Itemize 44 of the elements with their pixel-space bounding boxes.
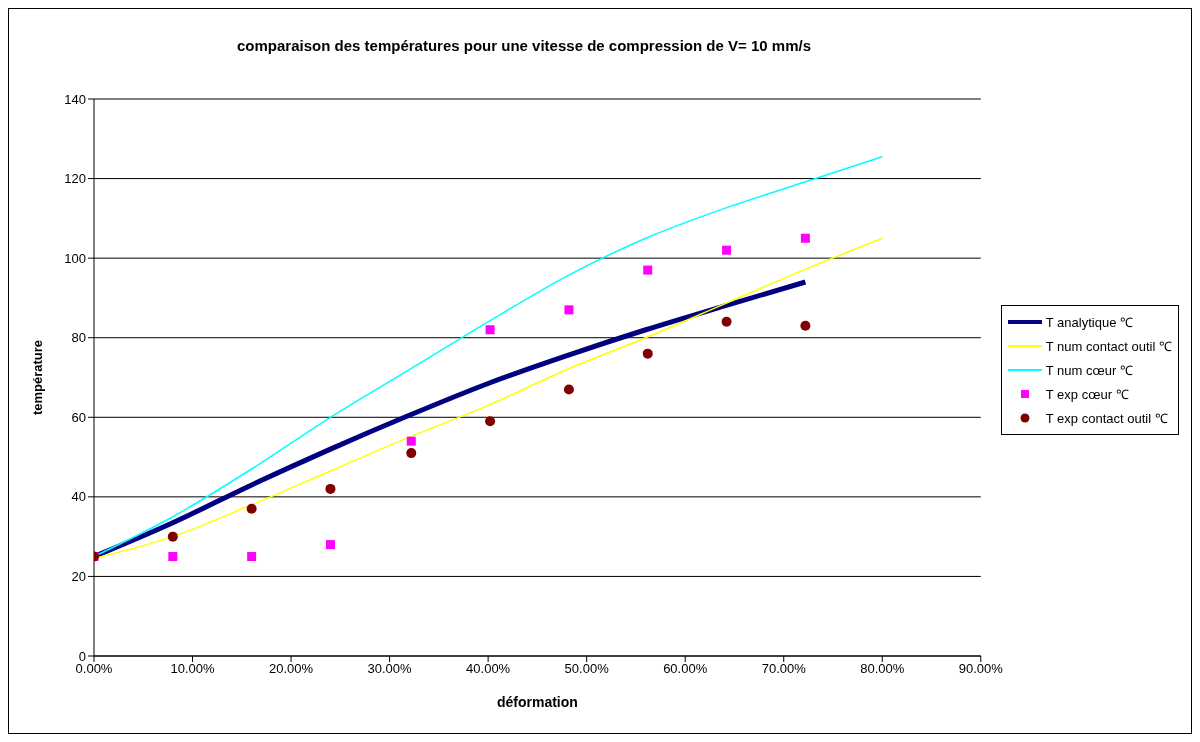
x-tick-label: 50.00% (564, 661, 610, 677)
legend-label: T exp contact outil ℃ (1045, 410, 1168, 427)
point (800, 233, 810, 243)
point (325, 483, 336, 494)
point (563, 384, 574, 395)
legend-label: T exp cœur ℃ (1045, 386, 1129, 403)
legend-label: T num contact outil ℃ (1045, 338, 1172, 355)
x-tick-label: 30.00% (367, 661, 413, 677)
point (485, 416, 496, 427)
y-tick-label: 80 (71, 330, 86, 346)
x-tick-label: 0.00% (75, 661, 113, 677)
y-tick-label: 120 (64, 171, 86, 187)
x-tick-label: 60.00% (663, 661, 708, 677)
legend-label: T num cœur ℃ (1045, 362, 1133, 379)
point (325, 540, 335, 550)
x-tick-label: 10.00% (170, 661, 216, 677)
point (406, 436, 416, 446)
point (246, 503, 257, 514)
point (564, 305, 574, 315)
point (643, 265, 653, 275)
point (800, 320, 811, 331)
y-tick-label: 40 (71, 489, 86, 505)
x-tick-label: 90.00% (958, 661, 1004, 677)
chart-title: comparaison des températures pour une vitesse de compression de V= 10 mm/s (236, 37, 812, 54)
point (406, 448, 417, 459)
y-tick-label: 140 (64, 91, 86, 107)
x-tick-label: 40.00% (466, 661, 511, 677)
y-tick-label: 100 (64, 250, 86, 266)
x-tick-label: 80.00% (860, 661, 905, 677)
y-tick-label: 0 (78, 648, 86, 664)
y-tick-label: 20 (71, 569, 86, 585)
legend-label: T analytique ℃ (1045, 314, 1133, 331)
x-axis-title: déformation (496, 694, 578, 710)
point (721, 316, 732, 327)
point (247, 552, 257, 562)
x-tick-label: 70.00% (761, 661, 807, 677)
point (168, 552, 178, 562)
point (722, 245, 732, 255)
point (167, 531, 178, 542)
y-tick-label: 60 (71, 409, 86, 425)
y-axis-title: température (29, 339, 45, 416)
point (642, 348, 653, 359)
point (485, 325, 495, 335)
x-tick-label: 20.00% (269, 661, 314, 677)
